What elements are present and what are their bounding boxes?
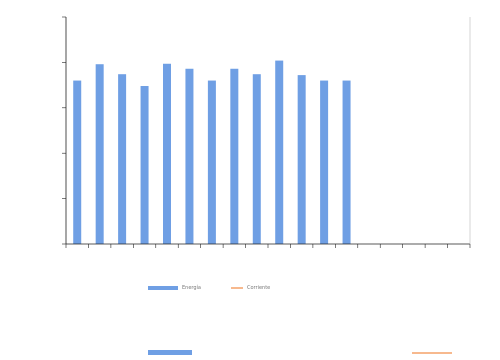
legend-label-corriente: Corriente — [247, 285, 271, 291]
bar-energia-12 — [320, 80, 329, 244]
bar-energia-9 — [252, 74, 261, 244]
bar-energia-6 — [185, 68, 194, 244]
footer-swatch-energia — [148, 350, 192, 355]
bar-energia-4 — [140, 86, 149, 244]
bars-group — [73, 60, 351, 245]
bar-energia-1 — [73, 80, 82, 244]
footer-swatch-corriente — [412, 352, 452, 354]
bar-energia-11 — [297, 75, 306, 244]
bar-energia-13 — [342, 80, 351, 244]
legend-label-energia: Energía — [182, 285, 201, 291]
bar-energia-2 — [95, 64, 104, 244]
x-axis-ticks — [65, 244, 471, 248]
legend-swatch-energia — [148, 286, 178, 290]
bar-energia-5 — [163, 63, 171, 245]
bar-energia-8 — [230, 68, 239, 244]
legend-swatch-corriente — [231, 287, 243, 289]
legend: Energía Corriente — [148, 285, 270, 291]
bar-energia-3 — [118, 74, 127, 244]
bar-energia-7 — [207, 80, 216, 244]
y-axis-ticks — [62, 16, 66, 245]
bar-energia-10 — [275, 60, 284, 244]
